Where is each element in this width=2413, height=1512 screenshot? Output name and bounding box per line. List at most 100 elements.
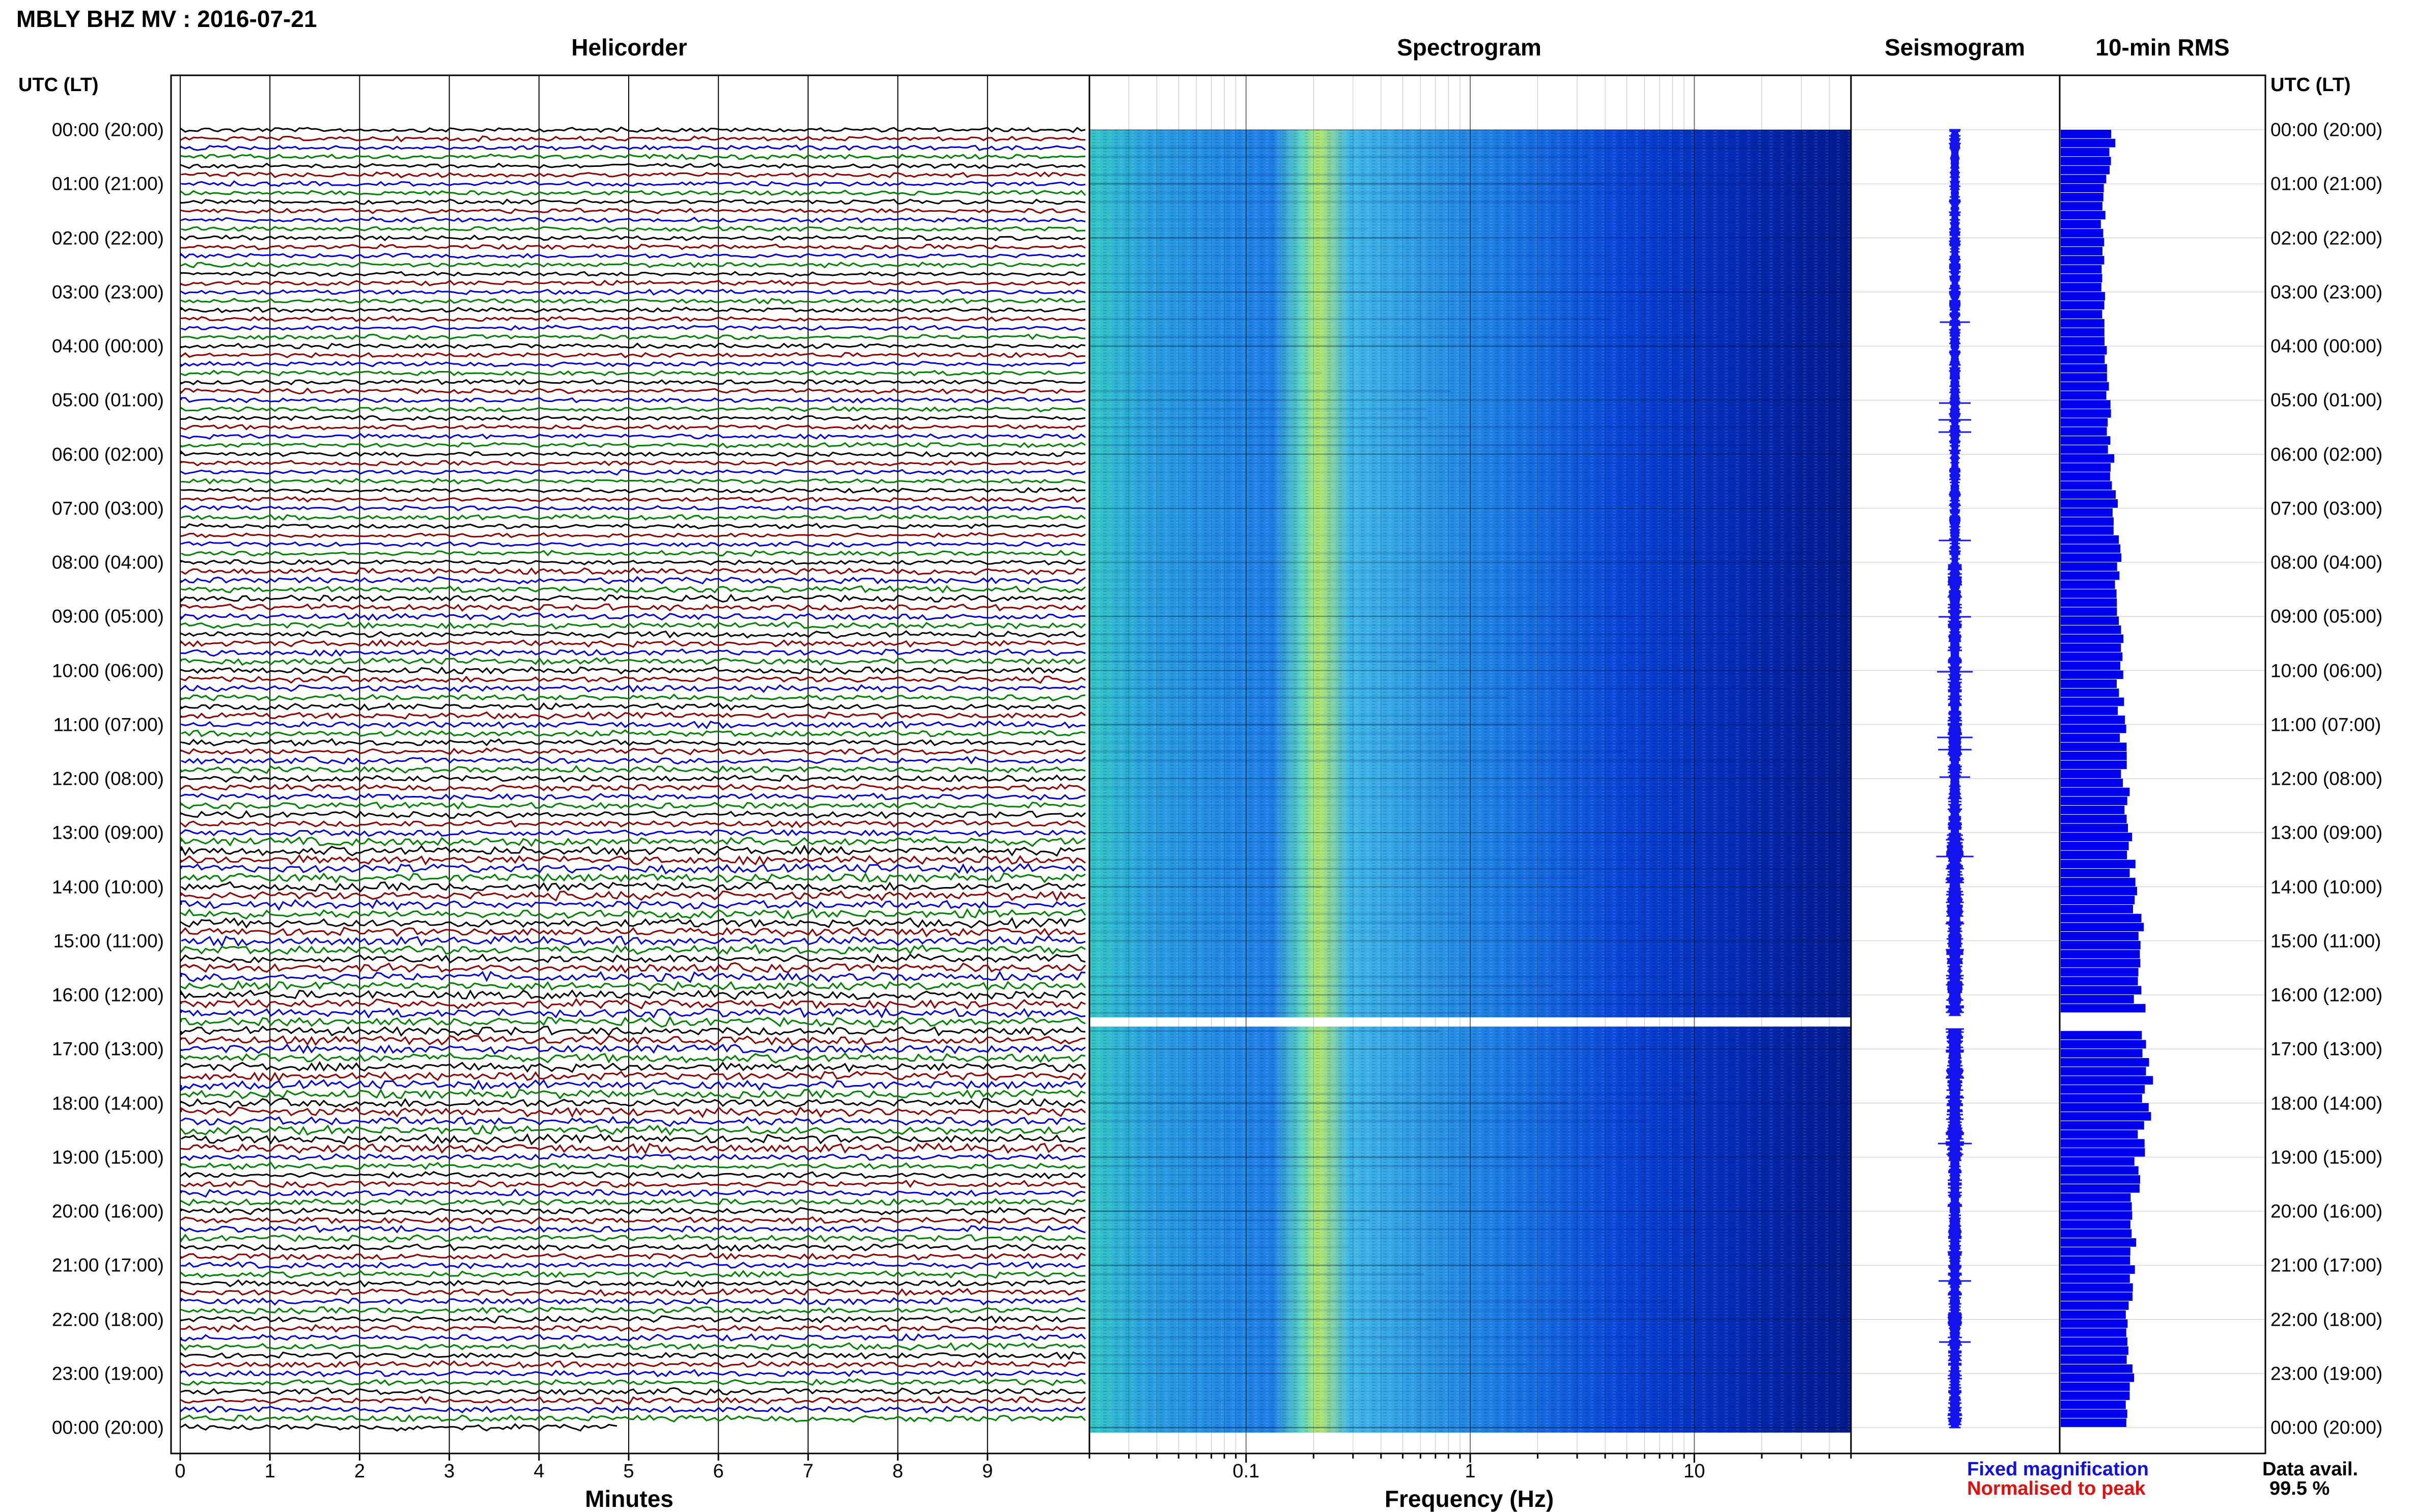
helicorder-trace bbox=[180, 352, 1086, 358]
rms-bar bbox=[2061, 1328, 2126, 1337]
helicorder-trace bbox=[180, 630, 1086, 639]
rms-bar bbox=[2061, 670, 2123, 679]
rms-bar bbox=[2061, 1337, 2127, 1346]
spectrogram-row-shade bbox=[1089, 273, 1664, 275]
rms-bar bbox=[2061, 1409, 2127, 1418]
rms-bar bbox=[2061, 733, 2120, 743]
spectrogram-row-shade bbox=[1089, 183, 1604, 185]
spectrogram-row-shade bbox=[1089, 354, 1355, 356]
rms-bar bbox=[2061, 995, 2134, 1004]
spectrogram-row-shade bbox=[1089, 309, 1794, 311]
rms-bar bbox=[2061, 823, 2128, 833]
helicorder-trace bbox=[180, 1387, 1086, 1396]
spectrogram-row-shade bbox=[1089, 579, 1849, 582]
spectrogram-row-shade bbox=[1089, 534, 1814, 536]
helicorder-trace bbox=[180, 908, 1086, 920]
helicorder-trace bbox=[180, 729, 1086, 738]
rms-bar bbox=[2061, 842, 2129, 850]
right-time-label: 07:00 (03:00) bbox=[2270, 498, 2383, 519]
spectrogram-row-shade bbox=[1089, 795, 1678, 798]
right-time-label: 09:00 (05:00) bbox=[2270, 606, 2383, 627]
spectrogram-row-shade bbox=[1089, 1003, 1826, 1005]
helicorder-trace bbox=[180, 657, 1086, 666]
spectrogram-row-shade bbox=[1089, 642, 1772, 645]
spectrogram-row-shade bbox=[1089, 1246, 1350, 1248]
right-time-label: 00:00 (20:00) bbox=[2270, 1417, 2383, 1438]
spectrogram-row-shade bbox=[1089, 922, 1640, 924]
spectrogram-row-shade bbox=[1089, 1282, 1638, 1285]
spectrogram-row-shade bbox=[1089, 949, 1394, 951]
helicorder-trace bbox=[180, 433, 1086, 440]
helicorder-trace bbox=[180, 1052, 1086, 1064]
helicorder-trace bbox=[180, 1142, 1086, 1155]
rms-bar bbox=[2061, 409, 2111, 418]
rms-bar bbox=[2061, 977, 2138, 986]
left-time-label: 13:00 (09:00) bbox=[51, 822, 164, 843]
rms-bar bbox=[2061, 1202, 2132, 1211]
rms-bar bbox=[2061, 806, 2125, 814]
helicorder-trace bbox=[180, 469, 1086, 476]
helicorder-trace bbox=[180, 1368, 1086, 1378]
rms-bar bbox=[2061, 1274, 2130, 1283]
helicorder-trace bbox=[180, 1106, 1086, 1119]
spectrogram-row-shade bbox=[1089, 489, 1574, 491]
helicorder-trace bbox=[180, 593, 1086, 603]
rms-bar bbox=[2061, 1229, 2132, 1238]
helicorder-trace bbox=[180, 801, 1086, 810]
spectrogram-row-shade bbox=[1089, 868, 1832, 870]
rms-bar bbox=[2061, 940, 2141, 950]
helicorder-trace bbox=[180, 829, 1086, 837]
rms-bar bbox=[2061, 1310, 2126, 1319]
helicorder-trace bbox=[180, 162, 1086, 169]
legend-normalised-to-peak: Normalised to peak bbox=[1967, 1478, 2146, 1499]
spectrogram-row-shade bbox=[1089, 1381, 1582, 1383]
helicorder-trace bbox=[180, 854, 1086, 866]
helicorder-trace bbox=[180, 289, 1086, 296]
right-time-label: 02:00 (22:00) bbox=[2270, 227, 2383, 248]
spectrogram-row-shade bbox=[1089, 543, 1319, 546]
rms-bar bbox=[2061, 157, 2111, 165]
spectrogram-row-shade bbox=[1089, 1345, 1636, 1348]
spectrogram-row-shade bbox=[1089, 1030, 1440, 1032]
spectrogram-row-shade bbox=[1089, 606, 1616, 609]
right-time-label: 19:00 (15:00) bbox=[2270, 1147, 2383, 1168]
helicorder-trace bbox=[180, 1414, 1086, 1423]
spectrogram-row-shade bbox=[1089, 1354, 1780, 1357]
rms-bar bbox=[2061, 526, 2114, 535]
rms-bar bbox=[2061, 346, 2107, 355]
rms-bar bbox=[2061, 472, 2110, 481]
left-time-label: 10:00 (06:00) bbox=[51, 660, 164, 681]
rms-bar bbox=[2061, 1175, 2140, 1184]
helicorder-trace bbox=[180, 738, 1086, 747]
spectrogram-row-shade bbox=[1089, 156, 1588, 158]
spectrogram-row-shade bbox=[1089, 1174, 1356, 1177]
spectrogram-row-shade bbox=[1089, 1102, 1568, 1104]
helicorder-trace bbox=[180, 1180, 1086, 1188]
left-time-label: 00:00 (20:00) bbox=[51, 1417, 164, 1438]
rms-bar bbox=[2061, 814, 2127, 823]
spectrogram-row-shade bbox=[1089, 1201, 1602, 1204]
rms-bar bbox=[2061, 598, 2117, 607]
helicorder-trace bbox=[180, 810, 1086, 819]
helicorder-trace bbox=[180, 279, 1086, 287]
rms-bar bbox=[2061, 310, 2102, 319]
helicorder-trace bbox=[180, 1243, 1086, 1252]
rms-bar bbox=[2061, 616, 2119, 625]
rms-bar bbox=[2061, 255, 2105, 265]
rms-bar bbox=[2061, 1283, 2133, 1292]
spectrogram-row-shade bbox=[1089, 1291, 1490, 1294]
spectrogram-row-shade bbox=[1089, 1228, 1754, 1231]
helicorder-trace bbox=[180, 1306, 1086, 1315]
rms-bar bbox=[2061, 1256, 2130, 1265]
spectrogram-row-shade bbox=[1089, 237, 1418, 239]
spectrogram-row-shade bbox=[1089, 931, 1390, 933]
left-time-label: 04:00 (00:00) bbox=[51, 335, 164, 357]
helicorder-trace bbox=[180, 1061, 1086, 1073]
rms-bar bbox=[2061, 877, 2136, 887]
rms-bar bbox=[2061, 391, 2107, 400]
rms-bar bbox=[2061, 779, 2123, 787]
rms-bar bbox=[2061, 1049, 2143, 1058]
spectrogram-row-shade bbox=[1089, 1057, 1840, 1059]
rms-bar bbox=[2061, 1247, 2130, 1256]
rms-bar bbox=[2061, 1418, 2126, 1427]
